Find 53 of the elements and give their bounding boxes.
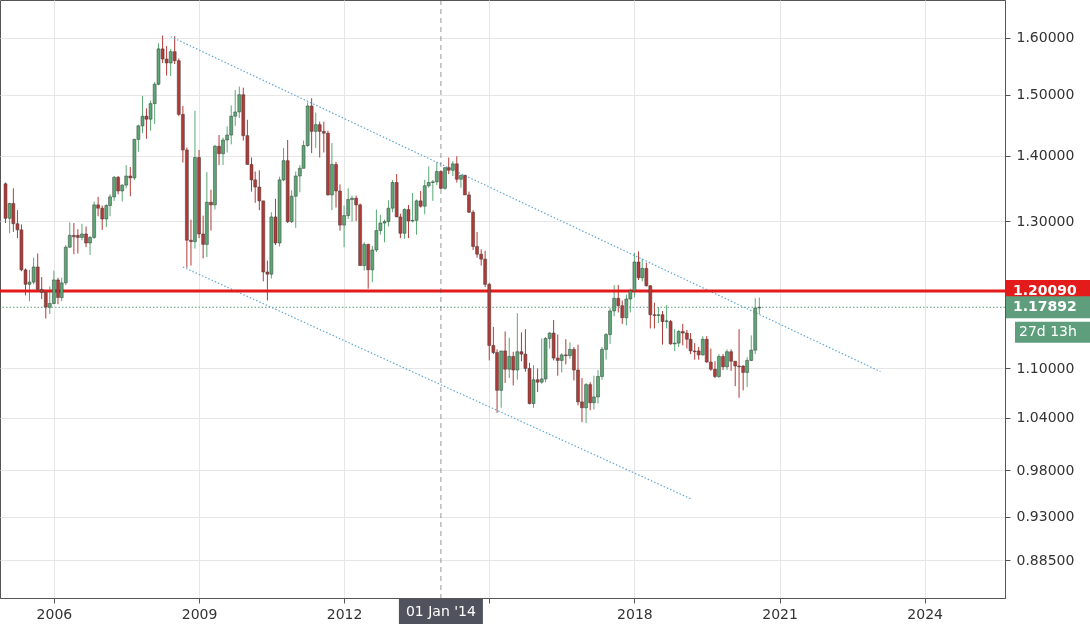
candlestick — [11, 187, 16, 233]
y-tick-label: 0.93000 — [1016, 508, 1075, 525]
candlestick — [72, 222, 76, 255]
x-tick-label: 2006 — [36, 605, 73, 622]
ref-line-label: 01 Jan '14 — [405, 603, 476, 619]
y-tick-label: 1.40000 — [1016, 147, 1075, 164]
y-tick-label: 1.60000 — [1016, 29, 1075, 46]
candlestick — [402, 207, 407, 240]
x-tick-label: 2012 — [326, 605, 363, 622]
candlestick — [56, 277, 60, 305]
candlestick — [507, 337, 512, 379]
candlestick — [559, 352, 564, 373]
y-tick-label: 0.98000 — [1016, 461, 1075, 478]
candlestick — [44, 291, 48, 320]
candlestick — [455, 155, 459, 183]
x-tick-label: 2009 — [181, 605, 218, 622]
candlestick — [555, 334, 560, 377]
candlestick — [584, 382, 588, 424]
y-tick-label: 1.10000 — [1016, 359, 1075, 376]
candlestick — [725, 348, 729, 371]
x-tick-label: 2024 — [907, 605, 944, 622]
candlestick — [660, 310, 665, 346]
y-tick-label: 1.04000 — [1016, 409, 1075, 426]
candlestick — [435, 162, 439, 186]
candlestick — [564, 338, 568, 365]
candlestick — [588, 381, 592, 411]
candlestick — [668, 319, 673, 346]
candlestick — [539, 337, 544, 385]
candlestick — [168, 48, 173, 77]
y-tick-label: 0.88500 — [1016, 551, 1075, 568]
candlestick — [116, 175, 120, 195]
candlestick — [317, 121, 322, 159]
candlestick — [52, 270, 56, 305]
candlestick — [685, 329, 689, 350]
ref-line-label: 1.17892 — [1013, 298, 1077, 315]
candlestick — [511, 351, 515, 386]
candlestick — [80, 223, 84, 241]
candlestick — [84, 225, 88, 248]
candlestick — [737, 328, 741, 399]
candlestick — [729, 348, 733, 372]
x-tick-label: 2021 — [762, 605, 798, 622]
x-tick-label: 2018 — [617, 605, 653, 622]
y-tick-label: 1.30000 — [1016, 212, 1075, 229]
text: 27d 13h — [1019, 323, 1077, 340]
candlestick — [515, 312, 520, 381]
candlestick — [640, 257, 644, 282]
candlestick — [681, 323, 685, 346]
candlestick — [717, 353, 721, 379]
ref-line-label: 1.20090 — [1013, 281, 1078, 298]
candlestick — [124, 164, 128, 189]
candlestick — [443, 166, 447, 191]
candlestick — [144, 107, 149, 140]
y-tick-label: 1.50000 — [1016, 86, 1075, 103]
